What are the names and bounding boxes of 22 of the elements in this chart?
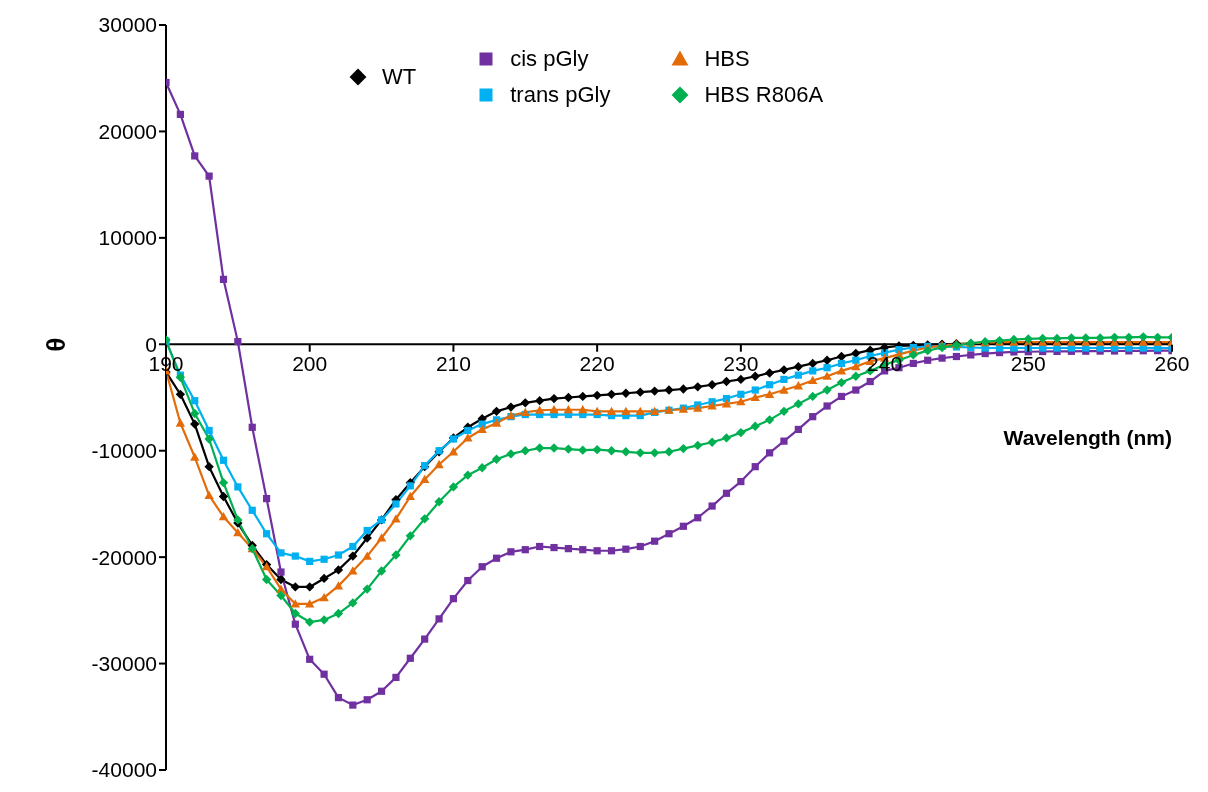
x-axis-title: Wavelength (nm) bbox=[1003, 425, 1172, 449]
y-tick-label: -20000 bbox=[91, 545, 157, 569]
legend-label: cis pGly bbox=[510, 46, 589, 72]
legend-label: trans pGly bbox=[510, 82, 611, 108]
legend-label: WT bbox=[382, 64, 417, 90]
y-tick-label: 30000 bbox=[98, 13, 157, 37]
x-tick-label: 200 bbox=[292, 351, 328, 375]
x-tick-label: 210 bbox=[435, 351, 471, 375]
legend-label: HBS bbox=[704, 46, 750, 72]
y-tick-label: 0 bbox=[145, 332, 157, 356]
y-axis-title: θ bbox=[41, 337, 71, 352]
x-tick-label: 250 bbox=[1010, 351, 1046, 375]
x-tick-label: 240 bbox=[867, 351, 903, 375]
y-tick-label: 20000 bbox=[98, 119, 157, 143]
x-tick-label: 260 bbox=[1154, 351, 1190, 375]
x-tick-label: 230 bbox=[723, 351, 759, 375]
y-tick-label: -40000 bbox=[91, 758, 157, 782]
x-tick-label: 220 bbox=[579, 351, 615, 375]
y-tick-label: -30000 bbox=[91, 652, 157, 676]
y-tick-label: 10000 bbox=[98, 226, 157, 250]
legend-label: HBS R806A bbox=[704, 82, 824, 108]
y-tick-label: -10000 bbox=[91, 439, 157, 463]
